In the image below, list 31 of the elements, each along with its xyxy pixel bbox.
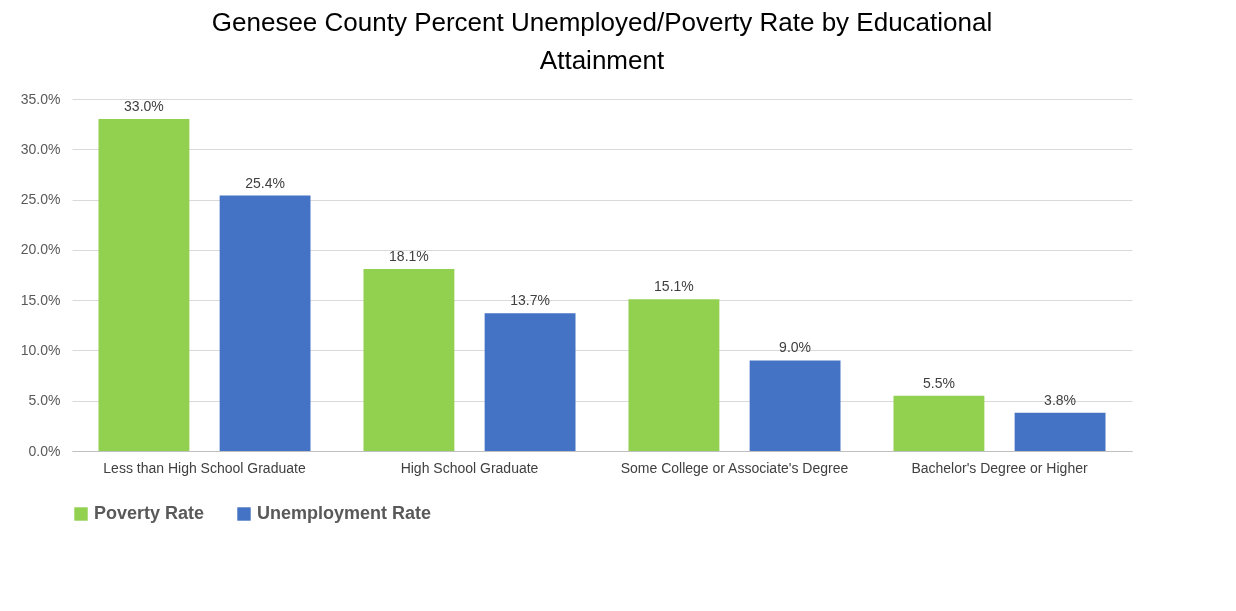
y-tick-label: 0.0% — [28, 442, 61, 459]
y-tick-label: 25.0% — [20, 191, 61, 208]
bar — [363, 268, 455, 451]
data-label: 9.0% — [779, 339, 812, 356]
data-label: 15.1% — [654, 278, 694, 295]
y-tick-label: 5.0% — [28, 392, 61, 409]
y-tick-label: 35.0% — [20, 90, 61, 107]
y-tick-label: 20.0% — [20, 241, 61, 258]
data-label: 18.1% — [389, 247, 429, 264]
y-tick-label: 10.0% — [20, 341, 61, 358]
x-tick-label: Some College or Associate's Degree — [620, 459, 849, 476]
bar — [484, 313, 576, 451]
y-tick-label: 15.0% — [20, 291, 61, 308]
data-label: 5.5% — [922, 374, 955, 391]
data-label: 33.0% — [124, 98, 164, 115]
data-label: 13.7% — [510, 292, 550, 309]
bar — [1014, 412, 1106, 451]
x-tick-label: High School Graduate — [400, 459, 539, 476]
chart-title: Genesee County Percent Unemployed/Poverty Rate by Educational Attainment — [211, 7, 993, 75]
bar — [749, 360, 841, 451]
data-label: 25.4% — [245, 174, 285, 191]
bar — [219, 195, 311, 451]
bar — [98, 119, 190, 451]
x-tick-label: Bachelor's Degree or Higher — [911, 459, 1088, 476]
bar — [893, 395, 985, 451]
x-tick-label: Less than High School Graduate — [103, 459, 306, 476]
legend-label: Unemployment Rate — [257, 503, 432, 523]
y-tick-label: 30.0% — [20, 140, 61, 157]
legend-label: Poverty Rate — [94, 503, 205, 523]
data-label: 3.8% — [1044, 391, 1077, 408]
bar — [628, 299, 720, 451]
